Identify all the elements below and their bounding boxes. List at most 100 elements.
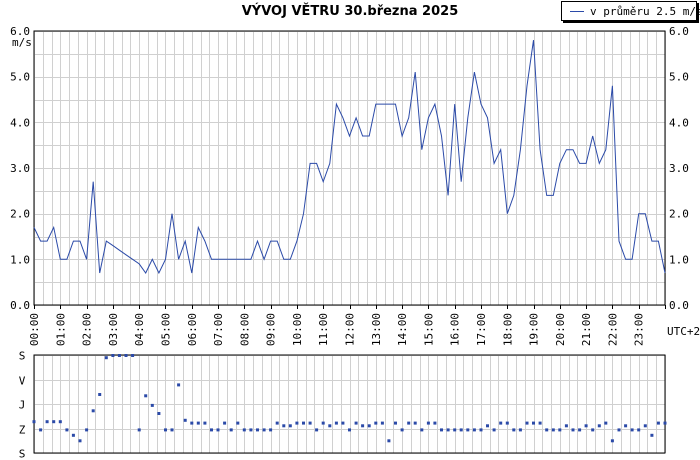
direction-point [321,421,325,425]
direction-point [558,428,562,432]
direction-point [282,424,286,428]
direction-point [361,424,365,428]
direction-point [512,428,516,432]
direction-point [459,428,463,432]
direction-point [315,428,319,432]
direction-point [624,424,628,428]
direction-point [295,421,299,425]
y-axis-label-left: m/s [12,36,32,49]
wind-direction-points [32,354,667,443]
direction-point [256,428,259,432]
time-tick-label: 12:00 [344,313,357,346]
direction-point [413,421,417,425]
direction-grid [34,355,666,454]
direction-point [486,424,489,428]
speed-tick-label-left: 4.0 [10,116,30,129]
direction-point [196,421,200,425]
direction-point [354,421,358,425]
direction-point [242,428,246,432]
direction-point [407,421,411,425]
direction-point [610,439,614,443]
speed-tick-label-right: 0.0 [669,299,689,312]
direction-point [578,428,582,432]
time-tick-label: 08:00 [238,313,251,346]
time-tick-label: 10:00 [291,313,304,346]
wind-speed-line [33,40,666,275]
direction-point [426,421,430,425]
direction-point [203,421,207,425]
chart-title: VÝVOJ VĚTRU 30.března 2025 [241,4,459,19]
direction-point [216,428,220,432]
direction-point [604,421,608,425]
direction-point [124,354,128,357]
direction-point [446,428,450,432]
direction-point [157,412,161,415]
direction-point [177,383,181,387]
direction-point [150,403,154,407]
direction-point [551,428,555,432]
direction-point [117,354,121,357]
direction-point [597,424,601,428]
time-tick-label: 15:00 [422,313,435,346]
direction-point [85,428,89,432]
direction-point [131,354,135,357]
time-axis-ticks: 00:00 01:00 02:00 03:00 04:00 05:00 06:00 07:00… [28,305,666,346]
direction-point [341,421,345,425]
direction-point [545,428,549,432]
speed-tick-label-left: 2.0 [10,208,30,221]
direction-point [104,356,108,360]
direction-point [650,433,654,437]
speed-tick-label-left: 1.0 [10,253,30,266]
direction-point [591,428,595,432]
direction-point [137,428,141,432]
time-tick-label: 18:00 [501,313,514,346]
legend-label: v průměru 2.5 m/s [590,5,700,18]
direction-point [52,420,56,424]
direction-point [367,424,371,428]
time-tick-label: 11:00 [317,313,330,346]
direction-point [308,421,312,425]
direction-point [479,428,483,432]
direction-point [630,428,634,432]
direction-point [433,421,437,425]
direction-point [538,421,542,425]
direction-point [164,428,167,432]
direction-point [170,428,174,432]
direction-point [505,421,509,425]
direction-point [328,424,332,428]
time-tick-label: 09:00 [265,313,278,346]
time-tick-label: 16:00 [449,313,462,346]
time-tick-label: 00:00 [28,313,41,346]
time-tick-label: 23:00 [633,313,646,346]
legend: v průměru 2.5 m/s [561,1,700,21]
direction-point [466,428,470,432]
direction-point [210,428,213,432]
direction-point [236,421,240,425]
direction-point [643,424,647,428]
direction-point [380,421,384,425]
direction-point [78,439,82,443]
direction-point [637,428,641,432]
direction-point [275,421,279,425]
direction-point [45,420,49,424]
time-tick-label: 03:00 [107,313,120,346]
direction-point [58,420,62,424]
direction-point [532,421,535,425]
time-tick-label: 06:00 [186,313,199,346]
direction-point [400,428,404,432]
direction-tick-label: S [19,350,26,363]
direction-point [440,428,443,432]
speed-plot-frame [33,30,666,306]
direction-tick-label: S [19,448,26,460]
direction-point [249,428,253,432]
direction-tick-label: J [19,399,26,412]
direction-point [334,421,338,425]
direction-point [111,354,115,357]
time-tick-label: 01:00 [54,313,67,346]
time-tick-label: 20:00 [554,313,567,346]
legend-swatch [570,11,584,12]
time-tick-label: 04:00 [133,313,146,346]
direction-point [492,428,496,432]
